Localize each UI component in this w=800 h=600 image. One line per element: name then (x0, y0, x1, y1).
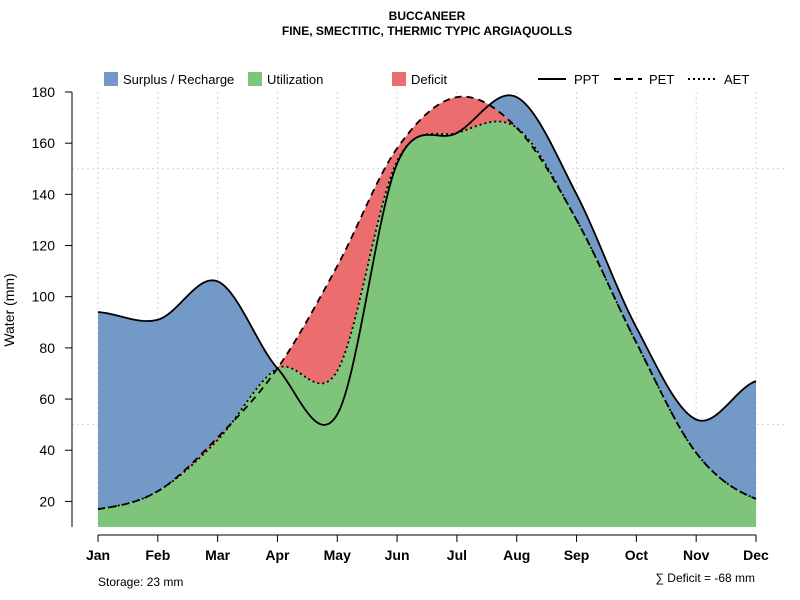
y-tick-label: 180 (32, 84, 56, 100)
x-tick-label-nov: Nov (683, 547, 710, 563)
chart-subtitle: FINE, SMECTITIC, THERMIC TYPIC ARGIAQUOL… (282, 24, 572, 38)
legend-swatch-surplus (104, 72, 118, 86)
y-axis-label: Water (mm) (1, 273, 17, 346)
x-tick-label-may: May (324, 547, 351, 563)
area-utilization (98, 121, 756, 527)
y-tick-label: 80 (39, 340, 55, 356)
x-tick-label-dec: Dec (743, 547, 769, 563)
x-tick-label-feb: Feb (145, 547, 170, 563)
legend-swatch-deficit (392, 72, 406, 86)
y-tick-label: 120 (32, 238, 56, 254)
y-tick-label: 20 (39, 493, 55, 509)
storage-annotation: Storage: 23 mm (98, 575, 183, 589)
x-tick-label-sep: Sep (564, 547, 590, 563)
series-line-pet (97, 95, 757, 510)
legend-label-deficit: Deficit (411, 72, 448, 87)
x-tick-label-oct: Oct (625, 547, 649, 563)
y-tick-label: 140 (32, 186, 56, 202)
x-tick-label-apr: Apr (265, 547, 290, 563)
y-tick-label: 40 (39, 442, 55, 458)
legend-swatch-utilization (248, 72, 262, 86)
x-tick-label-aug: Aug (503, 547, 530, 563)
x-tick-label-jan: Jan (86, 547, 110, 563)
axes: 20 40 60 80 100 120 140 160 180 Jan Feb Mar Apr May Ju… (32, 84, 769, 563)
legend-label-ppt: PPT (574, 72, 599, 87)
chart-title: BUCCANEER (389, 9, 466, 23)
deficit-annotation: ∑ Deficit = -68 mm (655, 571, 755, 585)
y-tick-label: 160 (32, 135, 56, 151)
line-layer (97, 94, 757, 510)
y-tick-label: 100 (32, 289, 56, 305)
legend-label-aet: AET (724, 72, 749, 87)
legend-label-utilization: Utilization (267, 72, 323, 87)
y-tick-label: 60 (39, 391, 55, 407)
area-layer (98, 95, 756, 527)
area-surplus-recharge (98, 95, 756, 510)
x-tick-label-jun: Jun (385, 547, 410, 563)
x-tick-label-mar: Mar (205, 547, 230, 563)
legend-label-pet: PET (649, 72, 674, 87)
legend-label-surplus: Surplus / Recharge (123, 72, 234, 87)
x-tick-label-jul: Jul (447, 547, 467, 563)
legend: Surplus / Recharge Utilization Deficit P… (104, 72, 749, 87)
series-line-ppt (97, 94, 757, 426)
